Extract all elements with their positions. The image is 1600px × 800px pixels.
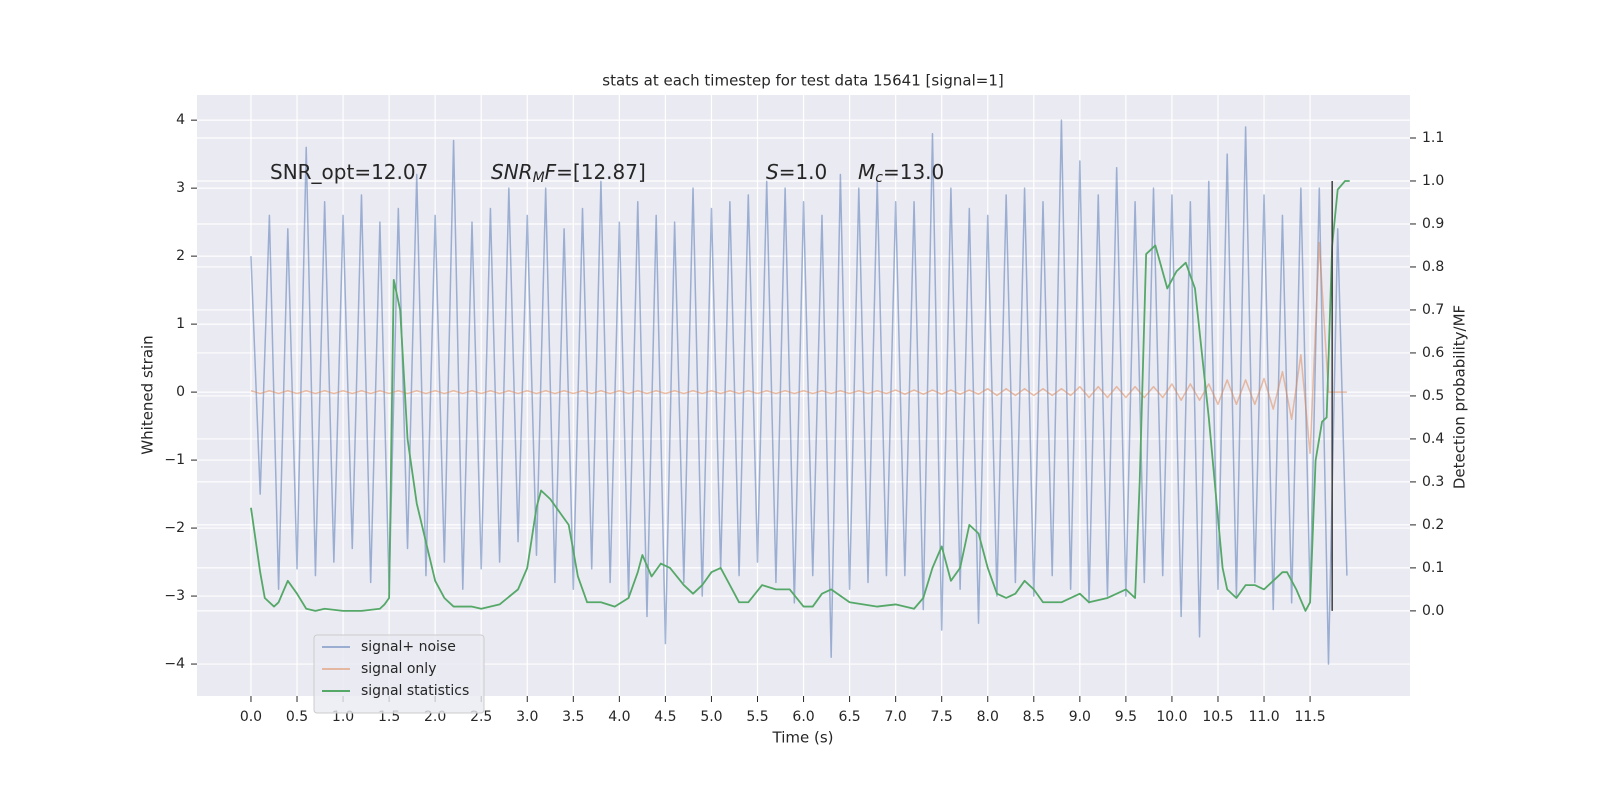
x-tick-label: 9.0 [1069,709,1091,725]
annotation: Mc=13.0 [858,160,944,187]
chart-title: stats at each timestep for test data 156… [602,72,1003,90]
annotation-part: S [766,160,779,184]
x-tick-label: 10.5 [1202,709,1233,725]
x-tick-label: 10.0 [1156,709,1187,725]
legend-label: signal+ noise [361,639,456,655]
x-tick-label: 11.0 [1248,709,1279,725]
x-tick-label: 6.0 [792,709,814,725]
y2-tick-label: 0.2 [1422,517,1444,533]
y2-tick-label: 0.9 [1422,216,1444,232]
y-tick-label: −3 [164,588,185,604]
x-tick-label: 4.0 [608,709,630,725]
x-tick-label: 11.5 [1294,709,1325,725]
series-line [250,241,1347,455]
annotation: S=1.0 [766,160,827,184]
y-tick-label: −4 [164,656,185,672]
y2-tick-label: 0.0 [1422,603,1444,619]
annotation-part: M [858,160,875,184]
annotation-part: SNR [491,160,533,184]
x-tick-label: 5.5 [746,709,768,725]
legend-label: signal statistics [361,683,469,699]
y2-tick-label: 0.4 [1422,431,1444,447]
y-tick-label: 4 [176,112,185,128]
legend-label: signal only [361,661,436,677]
series-line [250,180,1350,612]
y2-tick-label: 0.8 [1422,259,1444,275]
x-tick-label: 0.0 [240,709,262,725]
axes: 0.0 0.5 1.0 1.5 2.0 2.5 3.0 3.5 4.0 4.5 5.0 5.5 6.0 6… [164,112,1444,725]
annotation-part: SNR_opt=12.07 [270,160,428,184]
y2-tick-label: 0.6 [1422,345,1444,361]
y2-tick-label: 0.7 [1422,302,1444,318]
legend-box [313,634,485,714]
annotation: SNR_opt=12.07 [270,160,428,184]
x-tick-label: 6.5 [838,709,860,725]
y-tick-label: −1 [164,452,185,468]
y2-tick-label: 1.0 [1422,173,1444,189]
y2-tick-label: 0.3 [1422,474,1444,490]
marks [250,119,1350,665]
x-tick-label: 9.5 [1115,709,1137,725]
x-tick-label: 3.0 [516,709,538,725]
x-tick-label: 4.5 [654,709,676,725]
x-tick-label: 7.0 [885,709,907,725]
y-tick-label: −2 [164,520,185,536]
y-tick-label: 2 [176,248,185,264]
x-tick-label: 8.0 [977,709,999,725]
y-tick-label: 1 [176,316,185,332]
annotation: SNRMF=[12.87] [491,160,646,187]
x-tick-label: 8.5 [1023,709,1045,725]
y2-tick-label: 0.5 [1422,388,1444,404]
legend: signal+ noise signal only signal statistic… [313,634,485,714]
y2-tick-label: 0.1 [1422,560,1444,576]
x-tick-label: 3.5 [562,709,584,725]
annotation-part: c [875,170,883,186]
x-tick-label: 0.5 [286,709,308,725]
annotation-part: M [533,170,545,186]
x-axis-label: Time (s) [772,729,834,747]
y2-axis-label: Detection probability/MF [1451,305,1469,489]
annotation-part: F [545,160,557,184]
annotation-part: =13.0 [883,160,944,184]
y-axis-label: Whitened strain [139,335,157,454]
x-tick-label: 7.5 [931,709,953,725]
y-tick-label: 0 [176,384,185,400]
annotation-part: =1.0 [779,160,828,184]
y-tick-label: 3 [176,180,185,196]
y2-tick-label: 1.1 [1422,130,1444,146]
series-line [250,119,1348,665]
annotation-part: =[12.87] [556,160,646,184]
x-tick-label: 5.0 [700,709,722,725]
